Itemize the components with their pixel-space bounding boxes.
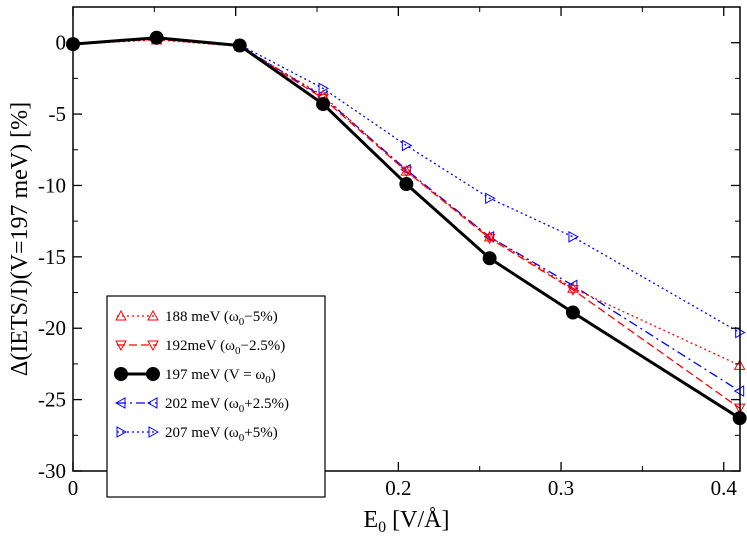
legend-label-main: 192meV (ω xyxy=(165,338,235,354)
data-point xyxy=(232,38,247,53)
legend-label-tail: −5%) xyxy=(244,309,277,325)
data-point xyxy=(401,139,413,152)
legend-label: 197 meV (V = ω0) xyxy=(165,367,276,386)
legend-swatch-marker xyxy=(115,309,127,321)
legend-label: 202 meV (ω0+2.5%) xyxy=(165,396,289,415)
data-point xyxy=(483,230,496,242)
data-point xyxy=(568,231,579,243)
x-axis-title-subscript: 0 xyxy=(378,519,386,536)
series-3 xyxy=(66,30,747,426)
y-tick-label: 0 xyxy=(56,31,67,55)
series-line xyxy=(72,37,740,334)
series-layer xyxy=(66,30,747,426)
legend-swatch-marker xyxy=(148,426,160,438)
legend-label-subscript: 0 xyxy=(265,374,271,386)
legend-label-tail: −2.5%) xyxy=(241,338,286,354)
legend-label: 188 meV (ω0−5%) xyxy=(165,309,278,328)
x-axis-title: E0 [V/Å] xyxy=(364,507,450,536)
legend-label-main: 188 meV (ω xyxy=(165,309,239,325)
plot-frame xyxy=(72,6,741,472)
legend-label-subscript: 0 xyxy=(239,432,245,444)
data-point xyxy=(565,305,580,320)
legend-label-tail: +2.5%) xyxy=(244,396,289,412)
y-axis-title: Δ(IETS/I)(V=197 meV) [%] xyxy=(7,102,33,376)
legend-item-2: 192meV (ω0−2.5%) xyxy=(115,338,285,357)
y-tick-label: -15 xyxy=(38,245,66,269)
legend-swatch-marker xyxy=(147,309,159,321)
legend-label: 192meV (ω0−2.5%) xyxy=(165,338,285,357)
data-point xyxy=(567,282,579,293)
y-tick-label: -10 xyxy=(38,173,66,197)
legend-box xyxy=(106,295,326,498)
legend-swatch-marker xyxy=(114,397,126,409)
y-tick-label: -25 xyxy=(38,388,66,412)
legend-item-1: 188 meV (ω0−5%) xyxy=(115,309,278,328)
data-point xyxy=(567,285,579,296)
legend-swatch-marker xyxy=(146,397,158,409)
legend-swatch-marker xyxy=(147,340,159,352)
series-line xyxy=(72,39,740,366)
data-point xyxy=(149,30,164,45)
data-point xyxy=(400,165,413,176)
y-tick-label: -5 xyxy=(49,102,67,126)
data-point xyxy=(733,385,745,397)
series-line xyxy=(72,36,741,420)
legend-item-3: 197 meV (V = ω0) xyxy=(114,367,276,386)
legend-label-subscript: 0 xyxy=(239,403,245,415)
legend-item-4: 202 meV (ω0+2.5%) xyxy=(114,396,289,415)
x-tick-label: 0 xyxy=(68,476,79,500)
y-tick-label: -20 xyxy=(38,316,66,340)
x-tick-label: 0.3 xyxy=(548,476,574,500)
legend-swatch-marker xyxy=(116,426,128,438)
legend-label: 207 meV (ω0+5%) xyxy=(165,425,278,444)
x-tick-label: 0.2 xyxy=(385,476,411,500)
legend-swatch-marker xyxy=(146,367,160,381)
data-point xyxy=(399,177,414,192)
legend-label-main: 202 meV (ω xyxy=(165,396,239,412)
tick-layer: 00.10.20.30.40-5-10-15-20-25-30 xyxy=(38,7,740,500)
legend-label-subscript: 0 xyxy=(239,316,245,328)
legend-label-tail: ) xyxy=(271,367,276,383)
y-tick-label: -30 xyxy=(38,459,66,483)
legend-label-main: 197 meV (V = ω xyxy=(165,367,265,383)
legend-label-subscript: 0 xyxy=(235,345,241,357)
legend-swatch-marker xyxy=(115,340,127,352)
x-axis-title-units: [V/Å] xyxy=(386,507,449,533)
legend: 188 meV (ω0−5%)192meV (ω0−2.5%)197 meV (… xyxy=(106,295,326,498)
legend-label-tail: +5%) xyxy=(244,425,277,441)
x-tick-label: 0.4 xyxy=(711,476,738,500)
legend-item-5: 207 meV (ω0+5%) xyxy=(116,425,278,444)
data-point xyxy=(485,192,496,205)
legend-swatch-marker xyxy=(114,367,128,381)
data-point xyxy=(316,97,331,112)
data-point xyxy=(482,251,497,266)
legend-label-main: 207 meV (ω xyxy=(165,425,239,441)
